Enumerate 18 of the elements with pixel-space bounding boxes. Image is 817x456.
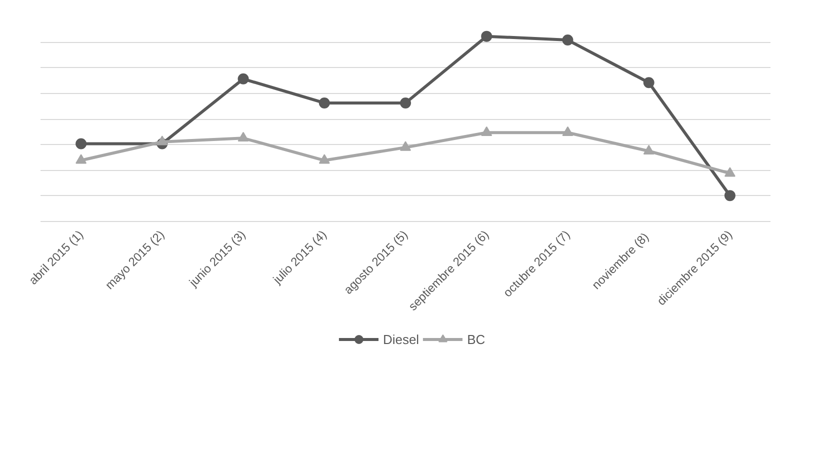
- point: [400, 141, 411, 151]
- point: [481, 126, 492, 136]
- point: [643, 77, 654, 88]
- point: [562, 34, 574, 46]
- point: [400, 97, 411, 108]
- point: [76, 154, 87, 164]
- point: [238, 73, 249, 84]
- point: [76, 138, 87, 150]
- point: [238, 132, 249, 142]
- point: [481, 30, 492, 42]
- legend-label: Diesel: [382, 332, 420, 346]
- point: [156, 136, 168, 146]
- point: [643, 144, 654, 155]
- point: [318, 97, 330, 108]
- point: [562, 126, 574, 136]
- point: [724, 167, 736, 177]
- legend-label: BC: [467, 332, 486, 346]
- point: [318, 154, 330, 164]
